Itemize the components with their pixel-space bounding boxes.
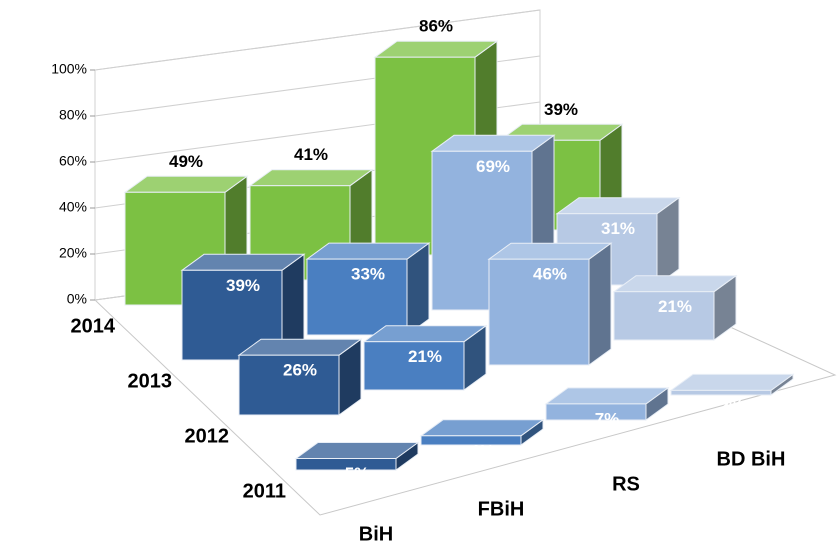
- value-label: 21%: [408, 347, 442, 366]
- bar-top: [612, 275, 738, 293]
- series-label: 2012: [185, 425, 230, 447]
- value-label: 33%: [351, 265, 385, 284]
- value-label: 7%: [595, 409, 620, 428]
- value-label: 31%: [601, 219, 635, 238]
- bar: [420, 435, 522, 446]
- y-tick-label: 20%: [59, 245, 87, 261]
- value-label: 39%: [226, 276, 260, 295]
- bar: [295, 458, 397, 471]
- bar-top: [237, 338, 363, 356]
- grid-line: [94, 9, 541, 71]
- value-label: 46%: [533, 265, 567, 284]
- bar-top: [487, 242, 613, 260]
- bar-top: [362, 325, 488, 343]
- bar: [613, 291, 715, 341]
- y-tick-label: 100%: [51, 61, 87, 77]
- bar: [670, 389, 772, 396]
- bar-top: [669, 373, 795, 391]
- bar-top: [305, 242, 431, 260]
- value-label: 86%: [419, 17, 453, 36]
- y-tick-label: 80%: [59, 107, 87, 123]
- bar: [545, 403, 647, 421]
- x-tick-label: FBiH: [478, 498, 525, 520]
- value-label: 26%: [283, 361, 317, 380]
- bar-top: [430, 134, 556, 152]
- bar-top: [248, 169, 374, 187]
- series-label: 2013: [128, 370, 173, 392]
- series-label: 2011: [243, 480, 286, 502]
- value-label: 41%: [294, 145, 328, 164]
- bar-top: [373, 40, 499, 58]
- value-label: 49%: [169, 152, 203, 171]
- x-tick-label: RS: [612, 473, 640, 495]
- bar-top: [294, 442, 420, 459]
- value-label: 39%: [544, 100, 578, 119]
- y-tick-label: 0%: [67, 291, 87, 307]
- bar: [488, 258, 590, 366]
- x-tick-label: BiH: [359, 523, 393, 545]
- y-tick-label: 60%: [59, 153, 87, 169]
- series-label: 2014: [71, 315, 116, 337]
- value-label: 21%: [658, 297, 692, 316]
- bar-top: [419, 419, 545, 437]
- bar-top: [555, 197, 681, 215]
- value-label: 69%: [476, 157, 510, 176]
- bar: [363, 341, 465, 391]
- y-tick-label: 40%: [59, 199, 87, 215]
- bar-top: [123, 175, 249, 193]
- bar: [238, 354, 340, 416]
- value-label: 4%: [470, 441, 495, 460]
- bar: [306, 258, 408, 336]
- bar-side: [588, 242, 612, 366]
- value-label: 2%: [720, 396, 745, 415]
- x-tick-label: BD BiH: [717, 448, 786, 470]
- bar-top: [180, 253, 306, 271]
- value-label: 5%: [345, 464, 370, 483]
- bar-top: [544, 387, 670, 405]
